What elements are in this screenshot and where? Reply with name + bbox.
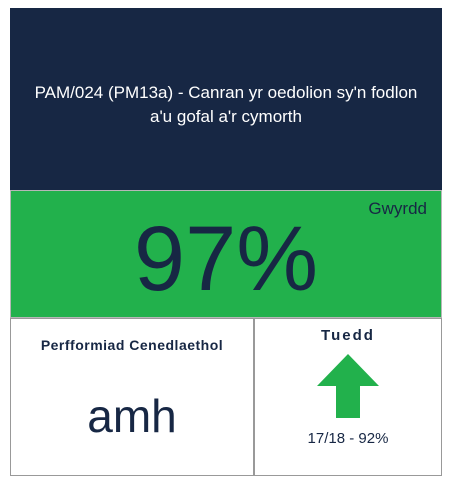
national-panel: Perfformiad Cenedlaethol amh bbox=[10, 318, 254, 476]
status: Gwyrdd bbox=[368, 199, 427, 218]
title: PAM/024 (PM13a) - Canran yr oedolion sy'… bbox=[34, 83, 418, 126]
trend-label: Tuedd bbox=[321, 327, 375, 344]
trend-arrow bbox=[317, 354, 379, 418]
trend-value: 17/18 - 92% bbox=[307, 430, 389, 447]
value-panel: Gwyrdd 97% bbox=[10, 190, 442, 318]
trend-panel: Tuedd 17/18 - 92% bbox=[254, 318, 442, 476]
national-value: amh bbox=[87, 390, 177, 442]
value: 97% bbox=[133, 208, 319, 310]
header: PAM/024 (PM13a) - Canran yr oedolion sy'… bbox=[10, 8, 442, 190]
national-label: Perfformiad Cenedlaethol bbox=[40, 337, 224, 353]
kpi-card: PAM/024 (PM13a) - Canran yr oedolion sy'… bbox=[10, 8, 442, 476]
